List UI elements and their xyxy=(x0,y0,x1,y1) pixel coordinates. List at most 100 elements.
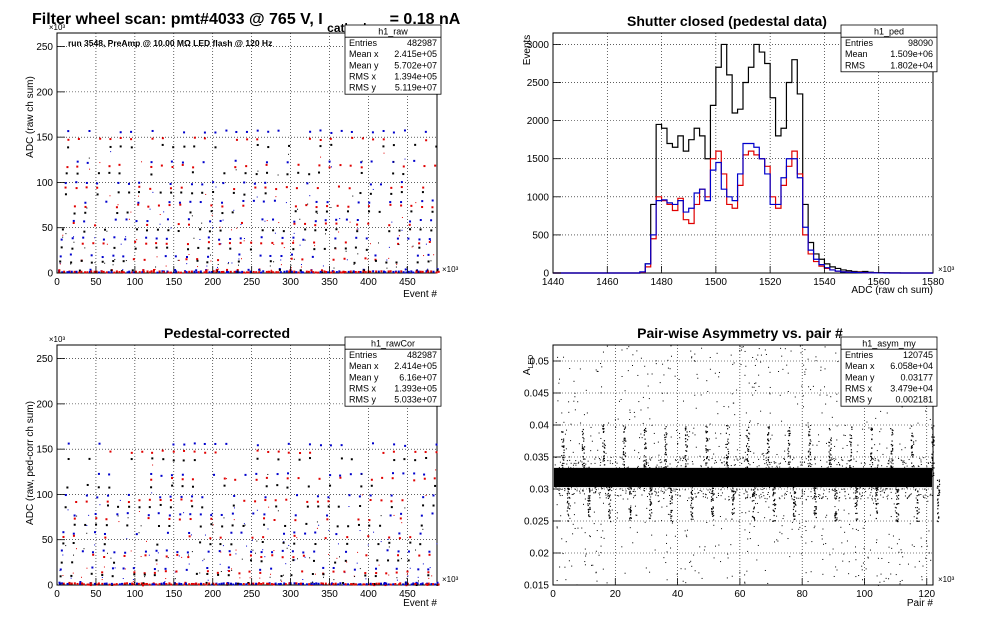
data-point xyxy=(890,573,892,575)
data-point xyxy=(744,529,746,531)
data-point xyxy=(255,472,258,475)
data-point xyxy=(917,468,919,470)
data-point xyxy=(699,469,701,471)
data-point xyxy=(103,582,106,585)
data-point xyxy=(187,218,190,221)
y-tick-label: 50 xyxy=(42,223,54,234)
data-point xyxy=(106,243,108,245)
spike-point xyxy=(890,451,892,453)
data-point xyxy=(824,346,826,348)
data-point xyxy=(883,491,885,493)
spike-point xyxy=(793,491,796,493)
data-point xyxy=(676,466,678,468)
data-point xyxy=(199,201,202,204)
stats-value: 5.033e+07 xyxy=(394,395,437,405)
data-point xyxy=(421,200,424,203)
data-point xyxy=(680,457,682,459)
spike-point xyxy=(789,466,791,468)
spike-point xyxy=(587,479,590,481)
data-point xyxy=(407,575,409,577)
data-point xyxy=(787,538,789,540)
data-point xyxy=(718,485,720,487)
data-point xyxy=(870,492,872,494)
spike-point xyxy=(875,488,877,490)
spike-point xyxy=(891,471,893,473)
data-point xyxy=(913,486,915,488)
spike-point xyxy=(684,475,686,477)
spike-point xyxy=(645,459,647,461)
data-point xyxy=(724,464,726,466)
data-point xyxy=(417,270,420,273)
data-point xyxy=(634,416,636,418)
data-point xyxy=(78,269,81,272)
data-point xyxy=(186,263,188,265)
data-point xyxy=(70,261,73,264)
data-point xyxy=(407,550,410,553)
data-point xyxy=(692,479,694,481)
data-point xyxy=(846,481,848,483)
data-point xyxy=(622,477,624,479)
data-point xyxy=(428,553,431,556)
spike-point xyxy=(829,463,831,466)
data-point xyxy=(193,270,196,273)
data-point xyxy=(861,495,863,497)
data-point xyxy=(774,468,776,470)
data-point xyxy=(657,481,659,483)
spike-point xyxy=(563,446,565,448)
data-point xyxy=(818,471,820,473)
data-point xyxy=(400,558,402,560)
data-point xyxy=(800,553,802,555)
spike-point xyxy=(643,464,646,467)
data-point xyxy=(605,452,607,454)
data-point xyxy=(822,528,824,530)
data-point xyxy=(924,497,926,499)
data-point xyxy=(282,230,285,233)
data-point xyxy=(339,271,342,274)
spike-point xyxy=(629,480,631,482)
data-point xyxy=(164,581,166,583)
data-point xyxy=(803,493,805,495)
data-point xyxy=(903,460,905,462)
spike-point xyxy=(938,517,940,519)
data-point xyxy=(858,479,860,481)
spike-point xyxy=(588,508,590,510)
data-point xyxy=(427,574,430,577)
data-point xyxy=(299,582,302,585)
data-point xyxy=(236,227,238,229)
data-point xyxy=(563,472,565,474)
data-point xyxy=(428,240,431,243)
data-point xyxy=(90,270,93,273)
spike-point xyxy=(773,479,775,481)
data-point xyxy=(572,467,574,469)
data-point xyxy=(183,145,186,148)
spike-point xyxy=(836,519,838,521)
data-point xyxy=(101,260,104,263)
spike-point xyxy=(623,458,625,461)
data-point xyxy=(327,500,330,503)
data-point xyxy=(554,483,556,485)
data-point xyxy=(557,478,559,480)
spike-point xyxy=(608,486,610,488)
data-point xyxy=(386,549,389,552)
spike-point xyxy=(645,468,647,470)
data-point xyxy=(59,255,62,258)
spike-point xyxy=(685,428,687,430)
data-point xyxy=(278,222,280,224)
data-point xyxy=(591,471,593,473)
data-point xyxy=(905,492,907,494)
spike-point xyxy=(916,517,918,519)
spike-point xyxy=(644,430,646,432)
data-point xyxy=(135,270,138,273)
data-point xyxy=(642,396,644,398)
data-point xyxy=(566,482,568,484)
data-point xyxy=(804,373,806,375)
data-point xyxy=(164,567,167,570)
data-point xyxy=(333,267,335,269)
data-point xyxy=(777,485,779,487)
data-point xyxy=(727,440,729,442)
data-point xyxy=(569,481,571,483)
spike-point xyxy=(835,490,838,492)
data-point xyxy=(416,269,418,271)
data-point xyxy=(119,499,121,501)
data-point xyxy=(166,531,169,534)
